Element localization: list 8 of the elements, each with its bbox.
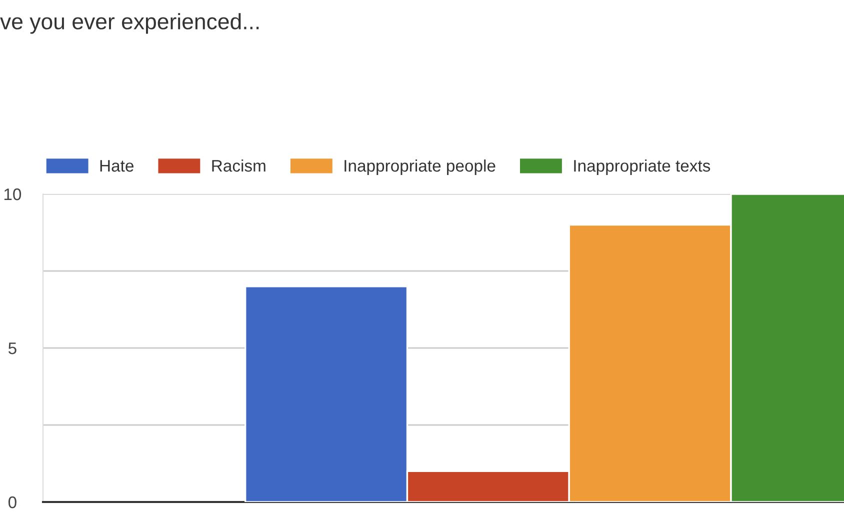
legend-label: Inappropriate texts — [574, 159, 710, 176]
legend-label: Racism — [212, 159, 266, 172]
y-tick-label: 5 — [8, 342, 16, 354]
chart-title: ve you ever experienced... — [0, 13, 259, 34]
y-tick-label: 10 — [4, 188, 22, 200]
legend-label: Hate — [100, 160, 134, 172]
legend-label: Inappropriate people — [344, 159, 496, 176]
y-tick-label: 0 — [8, 496, 16, 508]
